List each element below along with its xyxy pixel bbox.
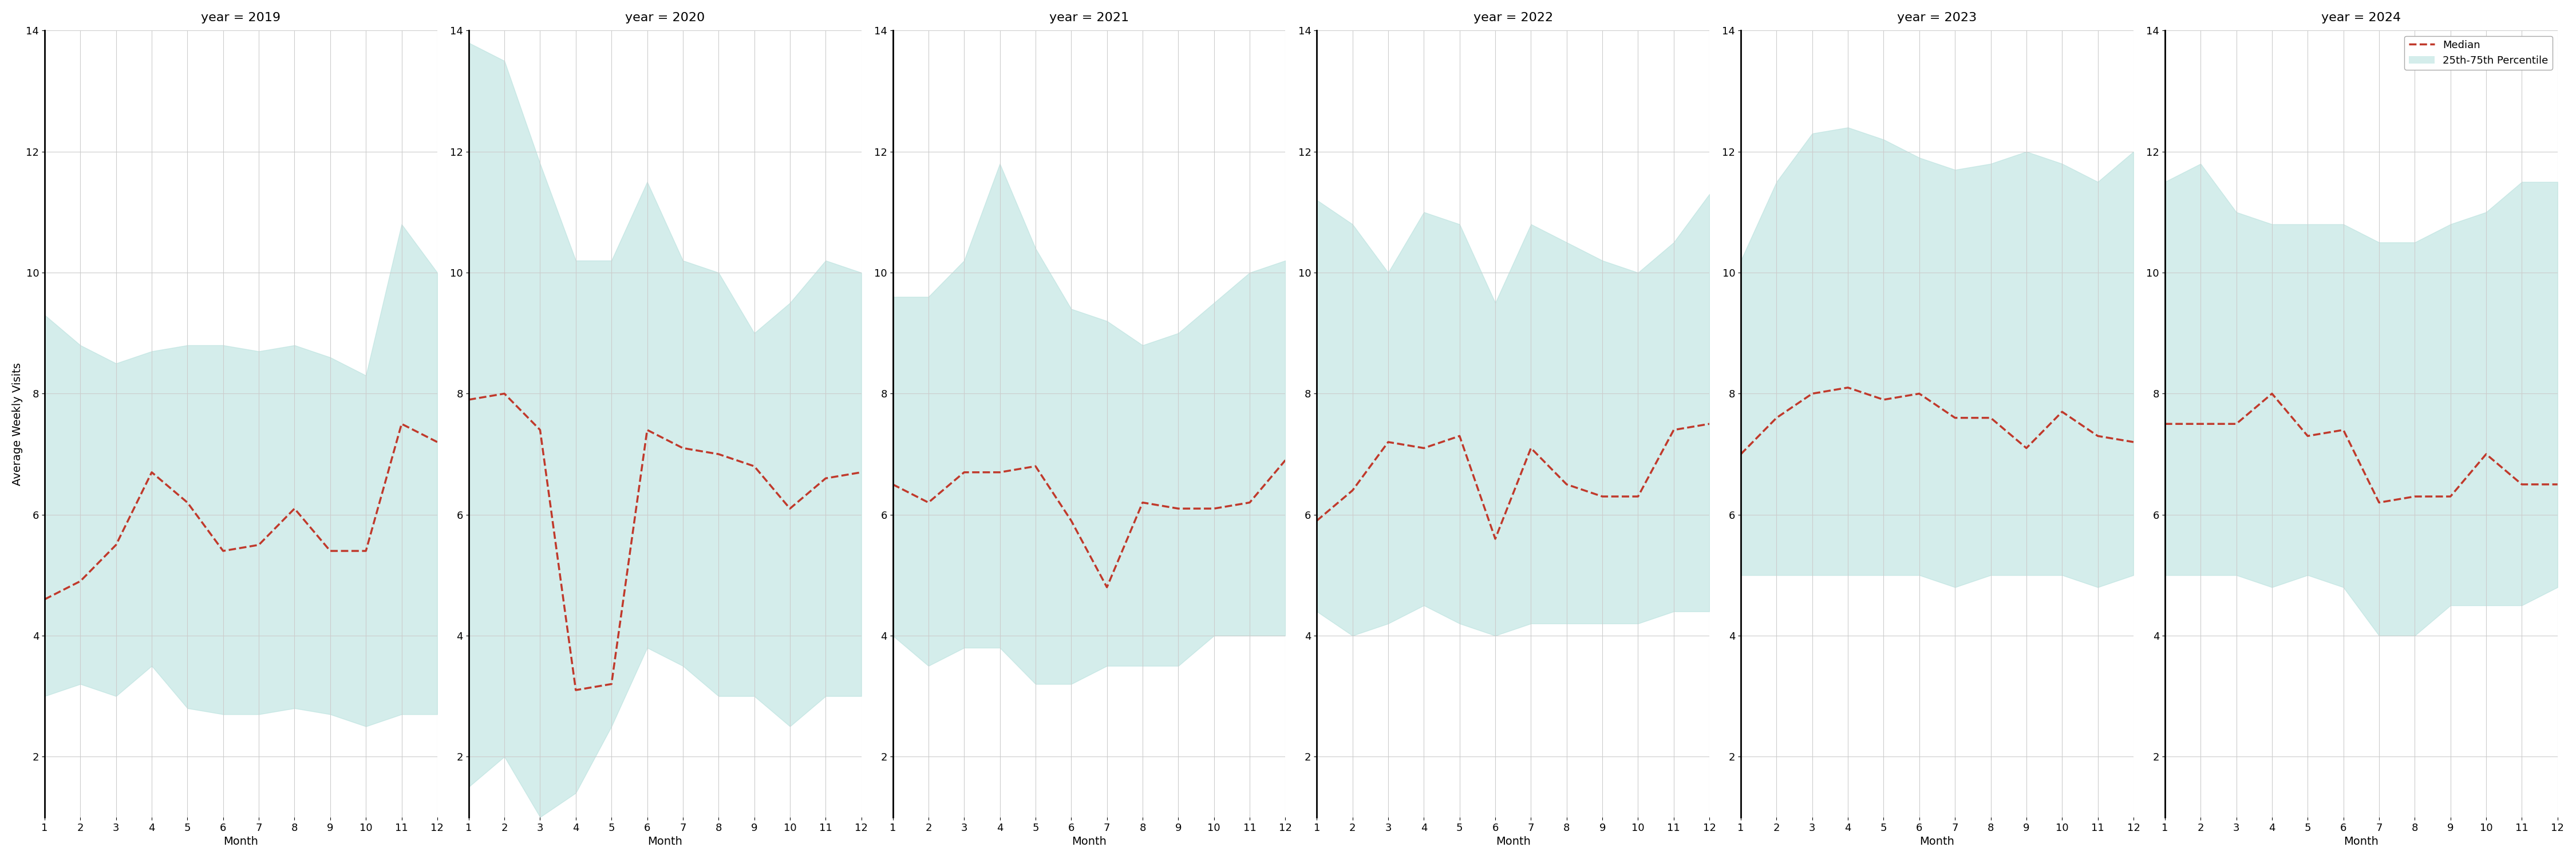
Median	[811, 473, 842, 484]
Median	[2148, 418, 2179, 429]
Line: Median: Median	[1741, 387, 2133, 454]
Median	[595, 679, 626, 689]
Median	[703, 449, 734, 460]
Title: year = 2024: year = 2024	[2321, 12, 2401, 23]
Median	[1762, 412, 1793, 423]
Median	[1515, 443, 1546, 454]
Median	[562, 685, 592, 695]
Median	[1904, 388, 1935, 399]
Y-axis label: Average Weekly Visits: Average Weekly Visits	[13, 362, 23, 485]
Median	[242, 539, 273, 550]
Median	[28, 594, 59, 605]
Median	[2506, 479, 2537, 490]
Median	[64, 576, 95, 587]
Median	[2329, 425, 2360, 436]
X-axis label: Month: Month	[1919, 836, 1955, 847]
Median	[2293, 431, 2324, 442]
Legend: Median, 25th-75th Percentile: Median, 25th-75th Percentile	[2403, 36, 2553, 70]
Median	[631, 425, 662, 436]
Median	[278, 503, 309, 514]
Median	[1976, 412, 2007, 423]
X-axis label: Month: Month	[2344, 836, 2378, 847]
Median	[2184, 418, 2215, 429]
Median	[2365, 497, 2396, 508]
Median	[137, 467, 167, 478]
Median	[173, 497, 204, 508]
X-axis label: Month: Month	[1497, 836, 1530, 847]
Median	[1373, 437, 1404, 448]
Median	[1270, 455, 1301, 466]
Median	[453, 394, 484, 405]
Median	[2012, 443, 2043, 454]
Median	[1020, 461, 1051, 472]
Median	[1234, 497, 1265, 508]
Line: Median: Median	[1316, 423, 1710, 539]
Median	[2470, 449, 2501, 460]
Median	[984, 467, 1015, 478]
Median	[1659, 425, 1690, 436]
Median	[667, 443, 698, 454]
Title: year = 2022: year = 2022	[1473, 12, 1553, 23]
Median	[2081, 431, 2112, 442]
Median	[1128, 497, 1159, 508]
Median	[1868, 394, 1899, 405]
Median	[912, 497, 943, 508]
Title: year = 2020: year = 2020	[626, 12, 706, 23]
Median	[1301, 515, 1332, 526]
Median	[845, 467, 876, 478]
Median	[1832, 382, 1862, 393]
X-axis label: Month: Month	[224, 836, 258, 847]
Median	[2257, 388, 2287, 399]
Median	[2434, 491, 2465, 502]
X-axis label: Month: Month	[1072, 836, 1108, 847]
Median	[1056, 515, 1087, 526]
Median	[1726, 449, 1757, 460]
Title: year = 2019: year = 2019	[201, 12, 281, 23]
Median	[775, 503, 806, 514]
Median	[209, 545, 240, 556]
Median	[948, 467, 979, 478]
Line: Median: Median	[2164, 393, 2558, 503]
Median	[1798, 388, 1829, 399]
Median	[878, 479, 909, 490]
Line: Median: Median	[44, 423, 438, 600]
Median	[1479, 533, 1510, 544]
Median	[1623, 491, 1654, 502]
Median	[2221, 418, 2251, 429]
Median	[100, 539, 131, 550]
Median	[422, 437, 453, 448]
Median	[314, 545, 345, 556]
Median	[1198, 503, 1229, 514]
Median	[1695, 418, 1726, 429]
Median	[1551, 479, 1582, 490]
Line: Median: Median	[894, 460, 1285, 588]
Median	[739, 461, 770, 472]
Median	[1409, 443, 1440, 454]
Median	[2117, 437, 2148, 448]
Median	[1445, 431, 1476, 442]
Median	[386, 418, 417, 429]
Median	[489, 388, 520, 399]
Median	[1337, 485, 1368, 496]
Title: year = 2021: year = 2021	[1048, 12, 1128, 23]
Median	[1162, 503, 1193, 514]
Median	[1940, 412, 1971, 423]
Median	[350, 545, 381, 556]
Median	[2398, 491, 2429, 502]
Median	[1587, 491, 1618, 502]
X-axis label: Month: Month	[647, 836, 683, 847]
Median	[2543, 479, 2573, 490]
Median	[2048, 406, 2079, 417]
Median	[526, 425, 556, 436]
Median	[1092, 582, 1123, 593]
Line: Median: Median	[469, 393, 860, 690]
Title: year = 2023: year = 2023	[1899, 12, 1976, 23]
